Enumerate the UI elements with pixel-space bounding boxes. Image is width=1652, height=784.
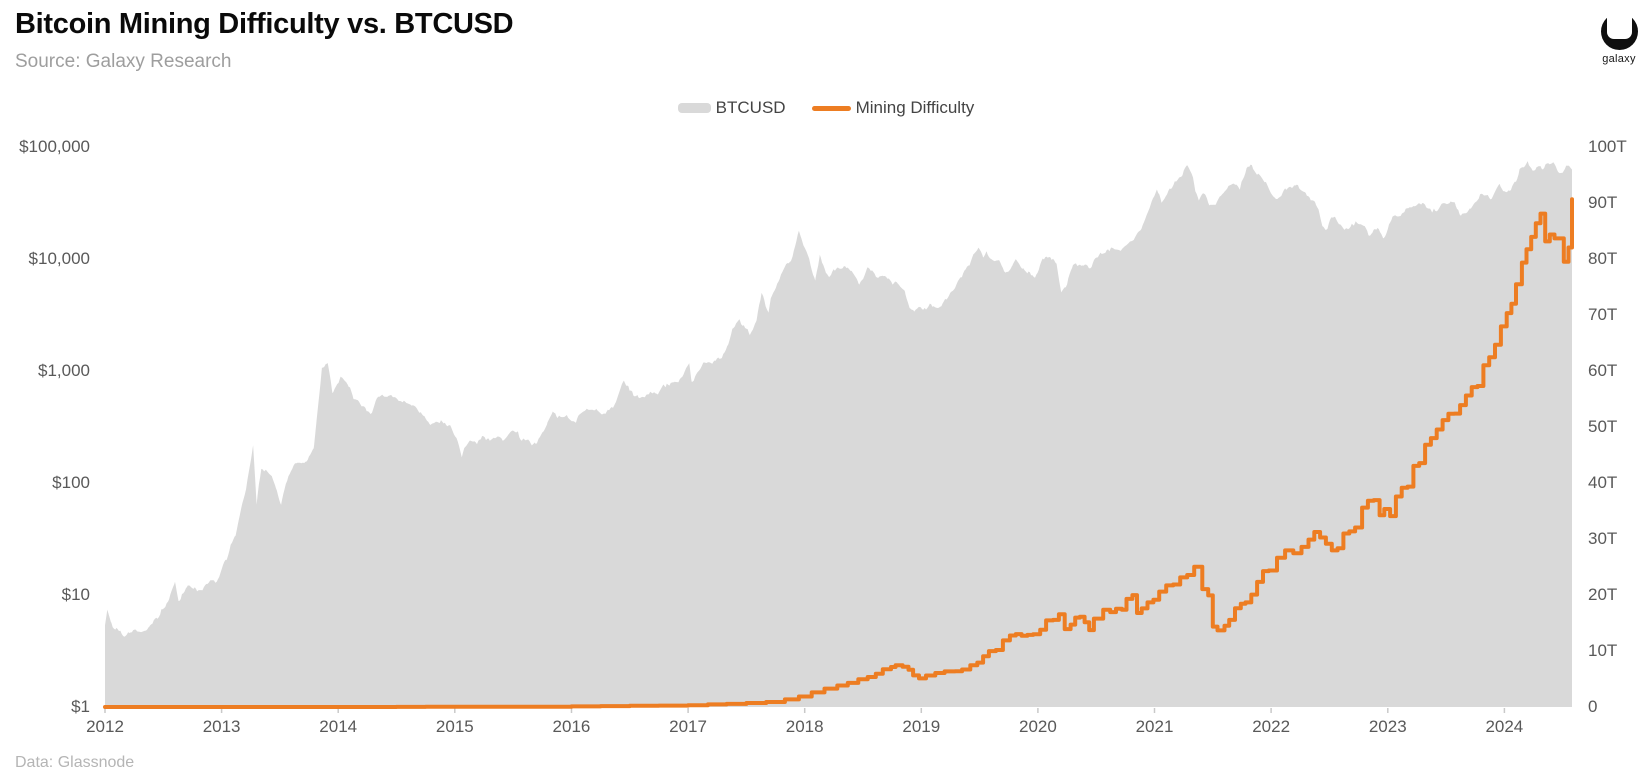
right-axis-label: 0 — [1588, 697, 1598, 716]
x-axis-label: 2017 — [669, 717, 707, 736]
btcusd-area-swatch — [677, 103, 711, 113]
x-axis-label: 2015 — [435, 717, 474, 736]
x-axis-label: 2012 — [86, 717, 124, 736]
right-axis-label: 60T — [1588, 361, 1618, 380]
legend-item-mining-difficulty: Mining Difficulty — [811, 98, 975, 118]
left-axis-label: $1 — [71, 697, 90, 716]
btcusd-area-series — [105, 161, 1572, 707]
left-axis-label: $10 — [61, 585, 90, 604]
legend-label-btcusd: BTCUSD — [715, 98, 786, 117]
right-axis-label: 100T — [1588, 137, 1627, 156]
legend-item-btcusd: BTCUSD — [677, 98, 786, 118]
galaxy-logo-square — [1606, 11, 1632, 39]
x-axis-label: 2021 — [1135, 717, 1174, 736]
x-axis-label: 2018 — [785, 717, 824, 736]
x-axis-label: 2020 — [1018, 717, 1057, 736]
right-axis: 100T 90T 80T 70T 60T 50T 40T 30T 20T 10T 0 — [1588, 0, 1652, 784]
data-credit: Data: Glassnode — [15, 754, 135, 771]
x-axis-label: 2014 — [319, 717, 358, 736]
x-axis-label: 2016 — [552, 717, 591, 736]
left-axis: $100,000 $10,000 $1,000 $100 $10 $1 — [0, 0, 90, 784]
legend: BTCUSD Mining Difficulty — [0, 98, 1652, 118]
left-axis-label: $100 — [52, 473, 90, 492]
right-axis-label: 80T — [1588, 249, 1618, 268]
right-axis-label: 40T — [1588, 473, 1618, 492]
right-axis-label: 50T — [1588, 417, 1618, 436]
left-axis-label: $1,000 — [38, 361, 90, 380]
x-axis-label: 2023 — [1368, 717, 1407, 736]
right-axis-label: 10T — [1588, 641, 1618, 660]
x-axis-label: 2022 — [1252, 717, 1291, 736]
left-axis-label: $10,000 — [28, 249, 90, 268]
galaxy-logo: galaxy — [1584, 11, 1652, 65]
x-axis-label: 2024 — [1485, 717, 1524, 736]
galaxy-logo-icon — [1600, 11, 1638, 50]
galaxy-logo-text: galaxy — [1602, 53, 1636, 65]
x-axis-label: 2019 — [902, 717, 941, 736]
right-axis-label: 70T — [1588, 305, 1618, 324]
x-axis-label: 2013 — [202, 717, 241, 736]
mining-difficulty-line-series — [103, 197, 1574, 709]
right-axis-label: 90T — [1588, 193, 1618, 212]
right-axis-label: 20T — [1588, 585, 1618, 604]
left-axis-label: $100,000 — [19, 137, 90, 156]
legend-label-mining-difficulty: Mining Difficulty — [855, 98, 975, 117]
source-caption: Source: Galaxy Research — [15, 51, 232, 72]
right-axis-label: 30T — [1588, 529, 1618, 548]
page-title: Bitcoin Mining Difficulty vs. BTCUSD — [15, 8, 514, 40]
mining-difficulty-line-swatch — [811, 105, 851, 111]
